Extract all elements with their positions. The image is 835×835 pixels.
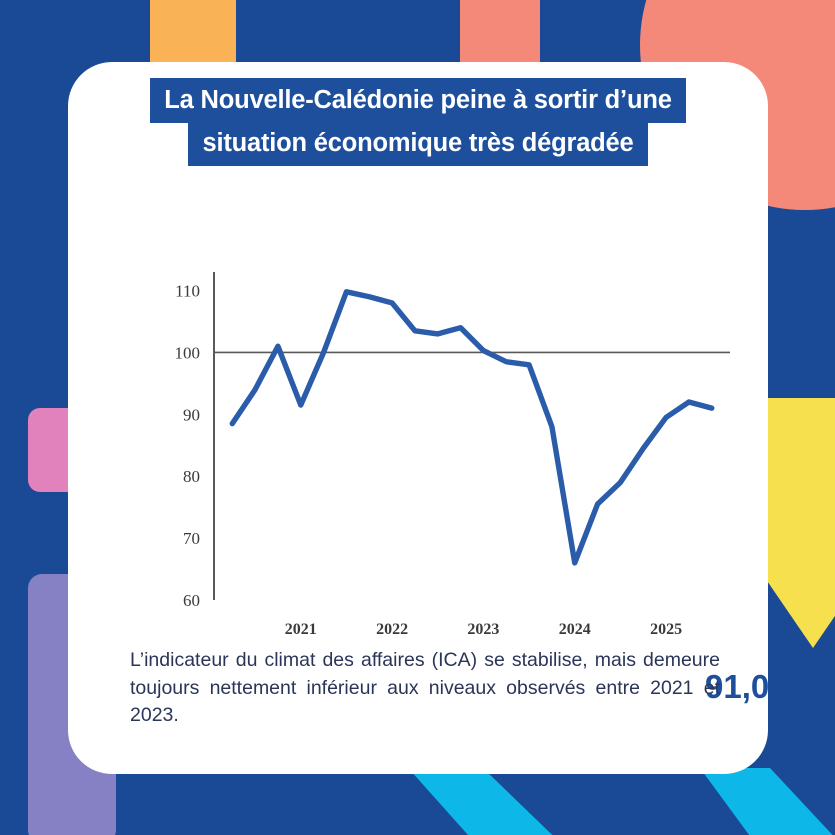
y-tick-label: 70 (183, 529, 200, 548)
x-axis-tick-labels: 2021 2022 2023 2024 2025 (285, 621, 682, 638)
ica-line-chart: 60 70 80 90 100 110 2021 2022 2023 2024 2025 91,0 (100, 262, 769, 705)
y-tick-label: 110 (175, 282, 200, 301)
y-tick-label: 90 (183, 405, 200, 424)
x-tick-label: 2022 (376, 621, 408, 638)
page-title: La Nouvelle-Calédonie peine à sortir d’u… (68, 78, 768, 166)
decor-cyan-stripe-right (700, 768, 835, 835)
last-value-callout: 91,0 (705, 668, 770, 705)
y-tick-label: 100 (175, 343, 201, 362)
chart-svg: 60 70 80 90 100 110 2021 2022 2023 2024 2025 (175, 272, 730, 638)
content-card: La Nouvelle-Calédonie peine à sortir d’u… (68, 62, 769, 774)
decor-cyan-stripe-left (410, 770, 630, 835)
y-tick-label: 80 (183, 467, 200, 486)
caption-text: L’indicateur du climat des affaires (ICA… (130, 649, 720, 727)
x-tick-label: 2021 (285, 621, 317, 638)
x-tick-label: 2024 (559, 621, 591, 638)
x-tick-label: 2023 (467, 621, 499, 638)
y-tick-label: 60 (183, 591, 200, 610)
y-axis-tick-labels: 60 70 80 90 100 110 (175, 282, 201, 610)
title-line-2: situation économique très dégradée (188, 121, 648, 166)
title-line-1: La Nouvelle-Calédonie peine à sortir d’u… (150, 78, 686, 123)
series-line-ica (229, 289, 715, 566)
x-tick-label: 2025 (650, 621, 682, 638)
